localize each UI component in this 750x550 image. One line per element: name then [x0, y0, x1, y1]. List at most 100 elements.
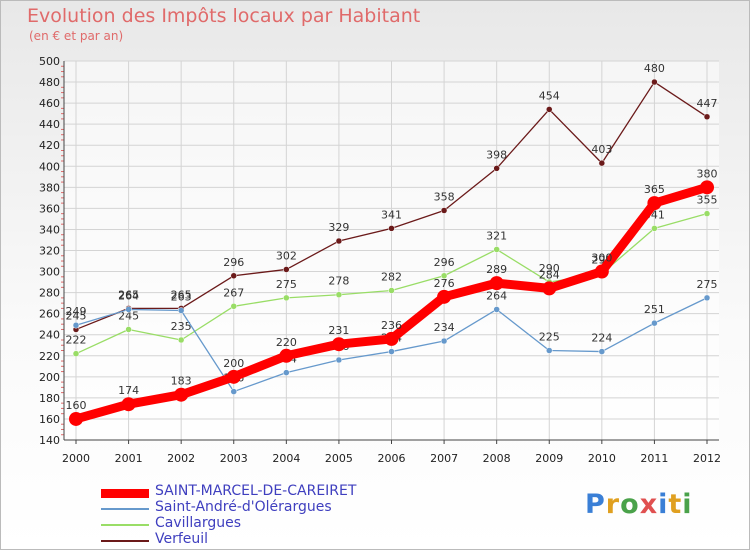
data-point	[703, 294, 711, 302]
data-label: 329	[328, 221, 349, 234]
data-label: 447	[697, 97, 718, 110]
x-tick-label: 2012	[693, 452, 721, 465]
data-point	[493, 165, 500, 172]
logo-letter: x	[639, 489, 659, 520]
data-point	[440, 337, 448, 345]
data-point	[440, 272, 448, 280]
y-tick-label: 440	[39, 118, 60, 131]
legend-label: Cavillargues	[155, 515, 242, 531]
y-tick-label: 500	[39, 55, 60, 68]
data-point	[384, 331, 399, 346]
data-label: 284	[539, 268, 560, 281]
y-tick-label: 220	[39, 350, 60, 363]
data-point	[230, 388, 237, 395]
logo-letter: i	[658, 489, 669, 520]
x-tick-label: 2003	[220, 452, 248, 465]
data-label: 454	[539, 89, 560, 102]
data-label: 302	[276, 249, 297, 262]
y-tick-label: 480	[39, 76, 60, 89]
data-point	[69, 411, 83, 426]
chart-title: Evolution des Impôts locaux par Habitant	[27, 5, 421, 27]
data-point	[598, 348, 606, 355]
data-label: 403	[591, 143, 612, 156]
data-label: 160	[66, 399, 87, 412]
x-tick-label: 2007	[430, 452, 458, 465]
data-label: 249	[66, 305, 87, 318]
data-point	[440, 207, 448, 214]
data-label: 265	[171, 288, 192, 301]
logo-letter: i	[682, 489, 693, 520]
data-label: 245	[66, 309, 87, 322]
logo-letter: t	[668, 489, 683, 520]
data-label: 290	[539, 262, 560, 275]
y-tick-label: 160	[39, 413, 60, 426]
legend-label: Verfeuil	[155, 531, 209, 547]
logo-letter: r	[605, 489, 621, 520]
x-tick-label: 2008	[483, 452, 511, 465]
y-tick-label: 180	[39, 392, 60, 405]
x-tick-label: 2000	[62, 452, 90, 465]
logo-letter: o	[620, 489, 640, 520]
data-label: 296	[434, 256, 455, 269]
data-point	[121, 397, 136, 412]
data-point	[388, 225, 395, 232]
legend-swatch	[101, 508, 149, 510]
data-label: 276	[434, 277, 455, 290]
data-point	[388, 287, 395, 294]
data-point	[279, 348, 294, 363]
data-label: 183	[171, 375, 192, 388]
data-point	[177, 307, 185, 314]
data-point	[651, 225, 658, 232]
data-label: 236	[381, 319, 402, 332]
data-label: 321	[486, 229, 507, 242]
data-label: 263	[171, 291, 192, 304]
data-point	[542, 281, 557, 296]
x-tick-label: 2010	[588, 452, 616, 465]
data-label: 231	[328, 324, 349, 337]
y-tick-label: 140	[39, 434, 60, 447]
legend-swatch	[101, 540, 149, 542]
y-tick-label: 240	[39, 329, 60, 342]
x-tick-label: 2002	[167, 452, 195, 465]
data-label: 235	[171, 320, 192, 333]
data-point	[230, 272, 237, 280]
legend-label: SAINT-MARCEL-DE-CAREIRET	[155, 483, 357, 499]
data-label: 267	[223, 286, 244, 299]
data-point	[703, 113, 711, 121]
data-point	[703, 210, 711, 217]
data-point	[226, 369, 241, 384]
data-label: 275	[697, 278, 718, 291]
data-point	[335, 291, 343, 298]
data-label: 225	[539, 331, 560, 344]
data-label: 278	[328, 275, 349, 288]
data-point	[335, 237, 343, 245]
data-label: 282	[381, 271, 402, 284]
data-point	[493, 306, 500, 313]
data-point	[283, 266, 290, 273]
data-point	[594, 264, 609, 279]
y-tick-label: 340	[39, 223, 60, 236]
data-point	[651, 319, 658, 327]
data-label: 296	[223, 256, 244, 269]
data-label: 251	[644, 303, 665, 316]
data-point	[72, 350, 80, 357]
y-tick-label: 420	[39, 139, 60, 152]
data-point	[335, 356, 343, 364]
x-tick-label: 2001	[115, 452, 143, 465]
data-point	[331, 337, 346, 352]
proxiti-logo: Proxiti	[585, 489, 693, 520]
y-tick-label: 460	[39, 97, 60, 110]
data-point	[598, 159, 606, 167]
logo-letter: P	[585, 489, 606, 520]
data-point	[230, 303, 237, 310]
data-label: 264	[486, 289, 507, 302]
x-tick-label: 2011	[640, 452, 668, 465]
data-point	[651, 78, 658, 86]
data-label: 355	[697, 194, 718, 207]
x-tick-label: 2004	[272, 452, 300, 465]
y-tick-label: 360	[39, 202, 60, 215]
chart-subtitle: (en € et par an)	[29, 29, 124, 43]
data-point	[493, 246, 500, 253]
x-tick-label: 2006	[378, 452, 406, 465]
